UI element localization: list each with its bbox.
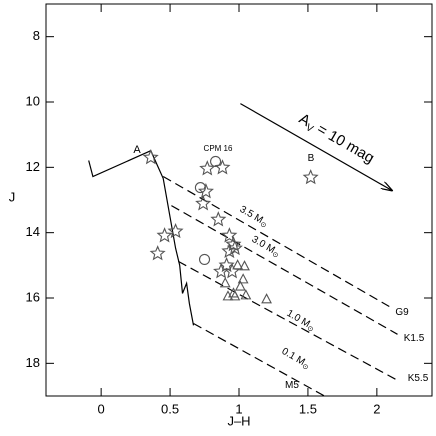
annotation: G9 bbox=[395, 307, 409, 318]
y-tick-label: 14 bbox=[26, 224, 40, 239]
star-marker bbox=[167, 222, 184, 239]
annotation-text: CPM 16 bbox=[204, 144, 233, 153]
star-marker bbox=[225, 235, 242, 252]
triangle-marker bbox=[222, 290, 234, 301]
annotation-text: K5.5 bbox=[408, 373, 429, 384]
y-tick-label: 8 bbox=[33, 28, 40, 43]
circle-marker bbox=[210, 155, 222, 168]
triangle-marker bbox=[261, 293, 272, 304]
y-tick-label: 10 bbox=[26, 93, 40, 108]
star-marker bbox=[142, 149, 159, 165]
star-marker bbox=[226, 239, 243, 256]
circle-marker bbox=[194, 182, 206, 194]
star-marker bbox=[156, 227, 173, 243]
y-tick-label: 12 bbox=[26, 159, 40, 174]
star-marker bbox=[214, 159, 231, 175]
annotation-text: K1.5 bbox=[404, 333, 425, 344]
annotation: 0.1 M⊙ bbox=[279, 346, 312, 372]
x-tick-label: 1.5 bbox=[299, 401, 317, 416]
x-tick-label: 2 bbox=[373, 401, 380, 416]
reddening-track bbox=[178, 260, 398, 381]
annotation-sub: ⊙ bbox=[259, 221, 268, 230]
annotation: B bbox=[308, 153, 315, 164]
annotation: M5 bbox=[285, 380, 299, 391]
isochrone bbox=[88, 149, 195, 326]
reddening-track bbox=[162, 175, 390, 308]
star-marker bbox=[302, 169, 319, 185]
annotation-text: A bbox=[133, 144, 141, 156]
triangle-marker bbox=[229, 290, 241, 301]
x-tick-label: 0.5 bbox=[161, 401, 179, 416]
x-axis-label: J–H bbox=[227, 413, 250, 428]
annotation-sub: ⊙ bbox=[271, 251, 280, 260]
plot-frame bbox=[45, 3, 433, 397]
triangle-marker bbox=[240, 289, 252, 300]
star-marker bbox=[195, 195, 212, 211]
annotation-text: B bbox=[308, 153, 315, 164]
annotation: K1.5 bbox=[404, 333, 425, 344]
star-marker bbox=[224, 263, 241, 279]
annotation: 1.0 M⊙ bbox=[284, 308, 317, 334]
reddening-track bbox=[171, 205, 398, 335]
star-marker bbox=[197, 183, 214, 199]
x-tick-label: 0 bbox=[98, 401, 105, 416]
triangle-marker bbox=[219, 277, 231, 288]
star-marker bbox=[218, 256, 235, 273]
y-axis-label: J bbox=[9, 189, 16, 204]
star-marker bbox=[221, 227, 238, 243]
star-marker bbox=[149, 245, 166, 261]
annotation: CPM 16 bbox=[204, 144, 233, 153]
annotation: A bbox=[133, 144, 141, 156]
annotation-text: G9 bbox=[395, 307, 409, 318]
reddening-track bbox=[193, 322, 325, 397]
circle-marker bbox=[198, 253, 211, 266]
triangle-marker bbox=[237, 273, 249, 284]
y-tick-label: 16 bbox=[26, 289, 40, 304]
arrow-label-sub: V bbox=[304, 122, 316, 135]
x-tick-label: 1 bbox=[235, 401, 242, 416]
star-marker bbox=[210, 211, 227, 227]
annotation: 3.0 M⊙ bbox=[249, 234, 282, 260]
arrow-label-rest: = 10 mag bbox=[310, 119, 377, 167]
annotation: K5.5 bbox=[408, 373, 429, 384]
triangle-marker bbox=[232, 259, 244, 270]
star-marker bbox=[213, 263, 230, 279]
triangle-marker bbox=[239, 260, 250, 271]
annotation: 3.5 M⊙ bbox=[237, 204, 270, 230]
reddening-arrow bbox=[240, 103, 392, 191]
triangle-marker bbox=[234, 280, 246, 291]
annotation-sub: ⊙ bbox=[301, 363, 310, 372]
annotation-text: M5 bbox=[285, 380, 299, 391]
star-marker bbox=[199, 160, 216, 176]
annotation-sub: ⊙ bbox=[306, 325, 315, 334]
y-tick-label: 18 bbox=[26, 355, 40, 370]
star-marker bbox=[221, 242, 238, 259]
